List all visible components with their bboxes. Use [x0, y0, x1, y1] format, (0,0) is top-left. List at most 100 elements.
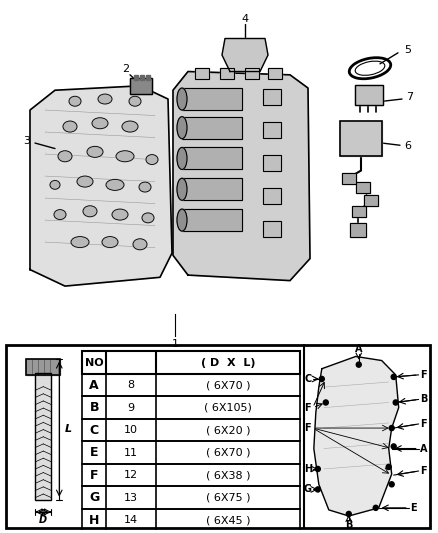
Bar	[130, 78, 152, 93]
Text: C: C	[90, 424, 99, 437]
Bar	[350, 223, 366, 237]
Text: 12: 12	[124, 470, 138, 480]
Ellipse shape	[50, 181, 60, 189]
Bar	[140, 75, 144, 80]
Text: F: F	[420, 419, 427, 429]
Polygon shape	[222, 38, 268, 71]
Text: G: G	[89, 491, 99, 504]
Text: ( 6X20 ): ( 6X20 )	[206, 425, 250, 435]
Circle shape	[315, 487, 320, 492]
Circle shape	[319, 376, 324, 382]
Text: D: D	[39, 515, 47, 525]
Bar	[263, 155, 281, 171]
Bar	[82, 419, 300, 441]
Circle shape	[393, 400, 398, 405]
Ellipse shape	[77, 176, 93, 187]
Circle shape	[346, 512, 351, 516]
Circle shape	[386, 464, 391, 470]
Text: 10: 10	[124, 425, 138, 435]
Ellipse shape	[177, 148, 187, 169]
Text: 2: 2	[123, 64, 130, 74]
Text: ( D  X  L): ( D X L)	[201, 358, 255, 368]
Bar	[268, 68, 282, 79]
Bar	[340, 121, 382, 156]
Bar	[82, 374, 300, 397]
Bar	[263, 122, 281, 138]
Ellipse shape	[54, 209, 66, 220]
Polygon shape	[30, 86, 172, 286]
Bar	[263, 89, 281, 104]
Bar	[182, 117, 242, 139]
Bar	[355, 85, 383, 104]
Circle shape	[356, 362, 361, 367]
Ellipse shape	[139, 182, 151, 192]
Ellipse shape	[177, 209, 187, 231]
Ellipse shape	[122, 121, 138, 132]
Ellipse shape	[63, 121, 77, 132]
Text: 13: 13	[124, 492, 138, 503]
Bar	[342, 173, 356, 184]
Text: ( 6X75 ): ( 6X75 )	[206, 492, 250, 503]
Text: F: F	[304, 402, 311, 413]
Bar	[352, 206, 366, 217]
Text: L: L	[64, 424, 71, 434]
Polygon shape	[173, 71, 310, 280]
Text: B: B	[420, 394, 427, 405]
Bar	[355, 85, 383, 104]
Bar	[268, 68, 282, 79]
Text: F: F	[304, 423, 311, 433]
Text: NO: NO	[85, 358, 103, 368]
Circle shape	[315, 466, 320, 472]
Bar	[26, 359, 60, 375]
Text: 7: 7	[406, 92, 413, 102]
Text: A: A	[420, 443, 427, 454]
Bar	[356, 182, 370, 192]
Ellipse shape	[177, 178, 187, 200]
Bar	[263, 188, 281, 204]
Bar	[82, 397, 300, 419]
Text: 3: 3	[24, 136, 31, 146]
Bar	[195, 68, 209, 79]
Text: ( 6X105): ( 6X105)	[204, 402, 252, 413]
Bar	[350, 223, 366, 237]
Bar	[182, 178, 242, 200]
Text: F: F	[420, 466, 427, 476]
Bar	[130, 78, 152, 93]
Text: 9: 9	[127, 402, 135, 413]
Bar	[182, 148, 242, 169]
Bar	[82, 509, 300, 531]
Text: ( 6X45 ): ( 6X45 )	[206, 515, 250, 525]
Ellipse shape	[116, 151, 134, 161]
Ellipse shape	[146, 155, 158, 165]
Circle shape	[389, 425, 394, 431]
Text: G: G	[304, 484, 312, 495]
Bar	[263, 122, 281, 138]
Bar	[195, 68, 209, 79]
Ellipse shape	[87, 147, 103, 157]
Text: B: B	[89, 401, 99, 414]
Ellipse shape	[58, 151, 72, 161]
Text: A: A	[89, 378, 99, 392]
Bar	[182, 178, 242, 200]
Circle shape	[323, 400, 328, 405]
Ellipse shape	[106, 180, 124, 190]
Ellipse shape	[71, 237, 89, 248]
Bar	[182, 88, 242, 110]
Bar	[263, 221, 281, 237]
Text: H: H	[304, 464, 312, 474]
Bar	[245, 68, 259, 79]
Ellipse shape	[177, 88, 187, 110]
Bar	[82, 486, 300, 509]
Bar	[220, 68, 234, 79]
Bar	[182, 148, 242, 169]
Bar	[364, 195, 378, 206]
Bar	[35, 373, 51, 499]
Bar	[263, 155, 281, 171]
Bar	[182, 88, 242, 110]
Bar	[82, 441, 300, 464]
Ellipse shape	[102, 237, 118, 248]
Bar	[82, 464, 300, 486]
Bar	[82, 351, 300, 374]
Text: E: E	[90, 446, 99, 459]
Bar	[364, 195, 378, 206]
